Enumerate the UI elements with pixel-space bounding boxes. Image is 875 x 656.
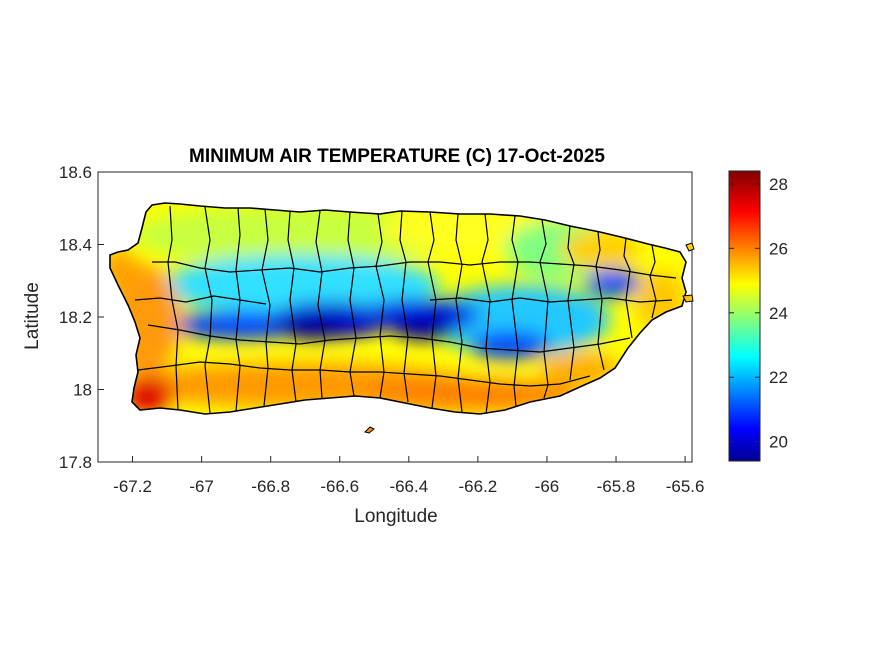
island-coastline bbox=[109, 202, 687, 415]
x-tick-label: -67 bbox=[189, 477, 214, 496]
municipality-boundary bbox=[481, 213, 491, 415]
municipality-boundary bbox=[315, 210, 326, 399]
y-axis-ticks: 17.8 18 18.2 18.4 18.6 bbox=[59, 163, 104, 472]
municipality-boundary bbox=[152, 261, 677, 279]
x-axis-ticks: -67.2 -67 -66.8 -66.6 -66.4 -66.2 -66 -65.8 -65.… bbox=[113, 456, 704, 496]
x-tick-label: -65.6 bbox=[666, 477, 705, 496]
caja-de-muertos-island bbox=[364, 426, 375, 434]
municipality-boundary bbox=[375, 213, 385, 399]
x-tick-label: -65.8 bbox=[597, 477, 636, 496]
x-tick-label: -66 bbox=[535, 477, 560, 496]
municipality-boundary bbox=[649, 244, 657, 319]
municipality-boundary bbox=[347, 211, 357, 397]
colorbar-gradient bbox=[728, 170, 761, 462]
colorbar-tick-label: 22 bbox=[769, 368, 788, 387]
colorbar-tick-label: 26 bbox=[769, 239, 788, 258]
y-tick-label: 18.6 bbox=[59, 163, 92, 182]
colorbar-tick-label: 20 bbox=[769, 433, 788, 452]
municipality-boundary bbox=[567, 225, 575, 381]
municipality-boundary bbox=[137, 361, 591, 387]
y-tick-label: 17.8 bbox=[59, 453, 92, 472]
offshore-islet bbox=[685, 242, 695, 252]
x-tick-label: -66.4 bbox=[389, 477, 428, 496]
colorbar-tick-label: 24 bbox=[769, 304, 788, 323]
offshore-islet bbox=[682, 294, 694, 303]
municipality-boundary bbox=[539, 219, 549, 399]
municipality-boundary bbox=[511, 215, 519, 407]
municipality-boundary bbox=[134, 295, 267, 305]
municipality-boundary bbox=[204, 206, 213, 414]
x-tick-label: -67.2 bbox=[113, 477, 152, 496]
municipality-boundaries bbox=[134, 205, 677, 415]
municipality-boundary bbox=[261, 208, 271, 407]
x-tick-label: -66.6 bbox=[320, 477, 359, 496]
y-tick-label: 18.2 bbox=[59, 308, 92, 327]
plot-area bbox=[97, 171, 695, 463]
municipality-boundary bbox=[147, 324, 631, 353]
x-axis-label: Longitude bbox=[354, 506, 437, 527]
colorbar: 20 22 24 26 28 bbox=[728, 170, 788, 462]
municipality-boundary bbox=[399, 210, 409, 403]
colorbar-tick-label: 28 bbox=[769, 175, 788, 194]
municipality-boundary bbox=[429, 297, 673, 303]
municipality-boundary bbox=[455, 213, 463, 413]
chart-title: MINIMUM AIR TEMPERATURE (C) 17-Oct-2025 bbox=[189, 146, 605, 167]
colorbar-ticks: 20 22 24 26 28 bbox=[729, 175, 788, 452]
y-tick-label: 18 bbox=[73, 381, 92, 400]
temperature-blobs bbox=[110, 205, 685, 413]
y-tick-label: 18.4 bbox=[59, 236, 92, 255]
municipality-boundary bbox=[287, 211, 297, 403]
municipality-boundary bbox=[623, 237, 633, 339]
municipality-boundary bbox=[595, 231, 605, 371]
x-tick-label: -66.2 bbox=[459, 477, 498, 496]
x-tick-label: -66.8 bbox=[251, 477, 290, 496]
y-axis-label: Latitude bbox=[22, 282, 43, 350]
